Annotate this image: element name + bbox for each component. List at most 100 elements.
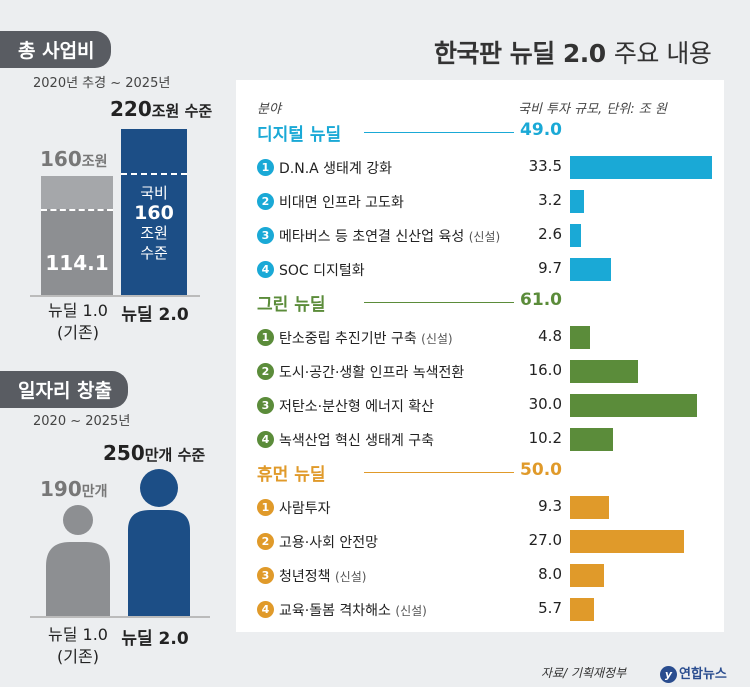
bar [570, 428, 614, 451]
budget-new-label: 뉴딜 2.0 [121, 305, 189, 325]
old-budget-value: 114.1 [45, 251, 109, 275]
item-label-text: 탄소중립 추진기반 구축 [279, 331, 417, 347]
new-budget-inner-text: 국비 160 조원 수준 [134, 184, 174, 262]
item-label-text: SOC 디지털화 [279, 263, 365, 279]
item-label: 고용·사회 안전망 [279, 532, 378, 552]
item-value: 10.2 [528, 429, 562, 447]
section-total: 49.0 [520, 120, 562, 140]
budget-baseline [30, 295, 200, 297]
item-label: 탄소중립 추진기반 구축 (신설) [279, 328, 453, 348]
budget-header: 총 사업비 [0, 31, 111, 68]
section-title: 휴먼 뉴딜 [257, 465, 326, 485]
bar [570, 394, 698, 417]
item-value: 33.5 [528, 157, 562, 175]
item-label: 메타버스 등 초연결 신산업 육성 (신설) [279, 226, 500, 246]
item-label-note: (신설) [334, 570, 367, 584]
budget-period: 2020년 추경 ~ 2025년 [33, 76, 171, 91]
item-label: D.N.A 생태계 강화 [279, 158, 392, 178]
page-title: 한국판 뉴딜 2.0 주요 내용 [434, 39, 712, 68]
item-label: 저탄소·분산형 에너지 확산 [279, 396, 434, 416]
person-old-icon [46, 505, 110, 616]
source-note: 자료/ 기획재정부 [541, 666, 627, 680]
item-label-text: 고용·사회 안전망 [279, 535, 379, 551]
item-number-badge: 1 [257, 329, 274, 346]
section-total: 50.0 [520, 460, 562, 480]
old-total-label: 160조원 [40, 147, 108, 171]
section-divider [364, 132, 514, 133]
old-budget-inner-bar [41, 209, 113, 295]
item-number-badge: 2 [257, 363, 274, 380]
item-label-text: 교육·돌봄 격차해소 [279, 603, 391, 619]
old-budget-bar: 114.1 [41, 176, 113, 295]
jobs-old-label: 뉴딜 1.0 (기존) [48, 625, 108, 666]
item-value: 5.7 [538, 599, 562, 617]
item-label-text: 비대면 인프라 고도화 [279, 195, 404, 211]
old-jobs-label: 190만개 [40, 477, 108, 501]
item-number-badge: 3 [257, 227, 274, 244]
item-value: 3.2 [538, 191, 562, 209]
investment-panel: 분야 국비 투자 규모, 단위: 조 원 디지털 뉴딜 49.0 1 D.N.A 생태… [236, 80, 724, 632]
item-label-note: (신설) [395, 604, 427, 618]
item-value: 16.0 [528, 361, 562, 379]
item-number-badge: 4 [257, 601, 274, 618]
jobs-new-label: 뉴딜 2.0 [121, 629, 189, 649]
budget-old-label: 뉴딜 1.0 (기존) [48, 301, 108, 342]
item-value: 4.8 [538, 327, 562, 345]
item-number-badge: 1 [257, 499, 274, 516]
item-label-text: 청년정책 [279, 569, 331, 585]
bar [570, 190, 584, 213]
item-label: SOC 디지털화 [279, 260, 365, 280]
bar [570, 564, 604, 587]
bar [570, 156, 712, 179]
jobs-person-icons [30, 469, 210, 618]
item-number-badge: 4 [257, 431, 274, 448]
item-label-note: (신설) [468, 230, 501, 244]
item-number-badge: 2 [257, 193, 274, 210]
item-label: 비대면 인프라 고도화 [279, 192, 404, 212]
bar [570, 598, 595, 621]
item-label: 청년정책 (신설) [279, 566, 366, 586]
bar [570, 258, 612, 281]
item-number-badge: 2 [257, 533, 274, 550]
item-number-badge: 1 [257, 159, 274, 176]
yonhap-logo: y 연합뉴스 [660, 663, 727, 683]
item-number-badge: 4 [257, 261, 274, 278]
jobs-period: 2020 ~ 2025년 [33, 414, 131, 429]
item-number-badge: 3 [257, 567, 274, 584]
bar [570, 326, 591, 349]
new-jobs-label: 250만개 수준 [103, 441, 206, 465]
yonhap-logo-mark: y [660, 666, 677, 683]
item-label: 교육·돌봄 격차해소 (신설) [279, 600, 427, 620]
person-new-icon [128, 469, 190, 616]
section-divider [364, 302, 514, 303]
section-title: 디지털 뉴딜 [257, 125, 342, 145]
item-label-text: 사람투자 [279, 501, 331, 517]
item-label-text: 메타버스 등 초연결 신산업 육성 [279, 229, 465, 245]
item-number-badge: 3 [257, 397, 274, 414]
new-total-label: 220조원 수준 [110, 97, 213, 121]
item-label-note: (신설) [421, 332, 453, 346]
column-header-unit: 국비 투자 규모, 단위: 조 원 [518, 102, 667, 117]
bar [570, 496, 610, 519]
item-label: 도시·공간·생활 인프라 녹색전환 [279, 362, 464, 382]
item-label-text: 도시·공간·생활 인프라 녹색전환 [279, 365, 465, 381]
new-budget-bar: 국비 160 조원 수준 [121, 129, 187, 295]
bar [570, 224, 581, 247]
item-value: 8.0 [538, 565, 562, 583]
new-budget-inner-line [121, 173, 187, 175]
item-label: 사람투자 [279, 498, 331, 518]
item-label: 녹색산업 혁신 생태계 구축 [279, 430, 434, 450]
item-value: 30.0 [528, 395, 562, 413]
section-total: 61.0 [520, 290, 562, 310]
item-label-text: 녹색산업 혁신 생태계 구축 [279, 433, 435, 449]
item-value: 2.6 [538, 225, 562, 243]
item-value: 9.3 [538, 497, 562, 515]
section-divider [364, 472, 514, 473]
item-value: 9.7 [538, 259, 562, 277]
jobs-header: 일자리 창출 [0, 371, 129, 408]
section-title: 그린 뉴딜 [257, 295, 326, 315]
column-header-field: 분야 [257, 102, 281, 117]
item-label-text: D.N.A 생태계 강화 [279, 161, 393, 177]
item-value: 27.0 [528, 531, 562, 549]
item-label-text: 저탄소·분산형 에너지 확산 [279, 399, 435, 415]
